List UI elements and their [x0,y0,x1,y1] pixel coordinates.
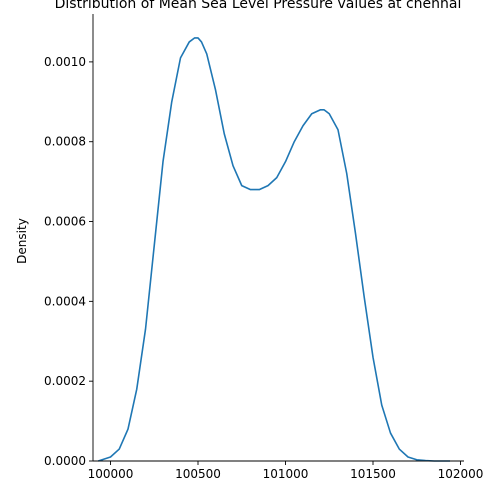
x-tick-label-2: 101000 [263,467,309,481]
y-tick-label-0: 0.0000 [44,454,86,468]
x-tick-label-4: 102000 [438,467,484,481]
y-tick-label-5: 0.0010 [44,55,86,69]
plot-area: 100000 100500 101000 101500 102000 0.0000 0.00… [44,14,483,481]
chart-title: Distribution of Mean Sea Level Pressure … [55,0,462,12]
density-curve-0 [98,37,450,462]
y-tick-label-4: 0.0008 [44,135,86,149]
x-tick-label-1: 100500 [175,467,221,481]
y-tick-label-1: 0.0002 [44,374,86,388]
x-tick-label-3: 101500 [350,467,396,481]
y-tick-label-3: 0.0006 [44,215,86,229]
x-tick-label-0: 100000 [88,467,134,481]
y-tick-label-2: 0.0004 [44,294,86,308]
y-axis-label: Density [15,218,29,264]
